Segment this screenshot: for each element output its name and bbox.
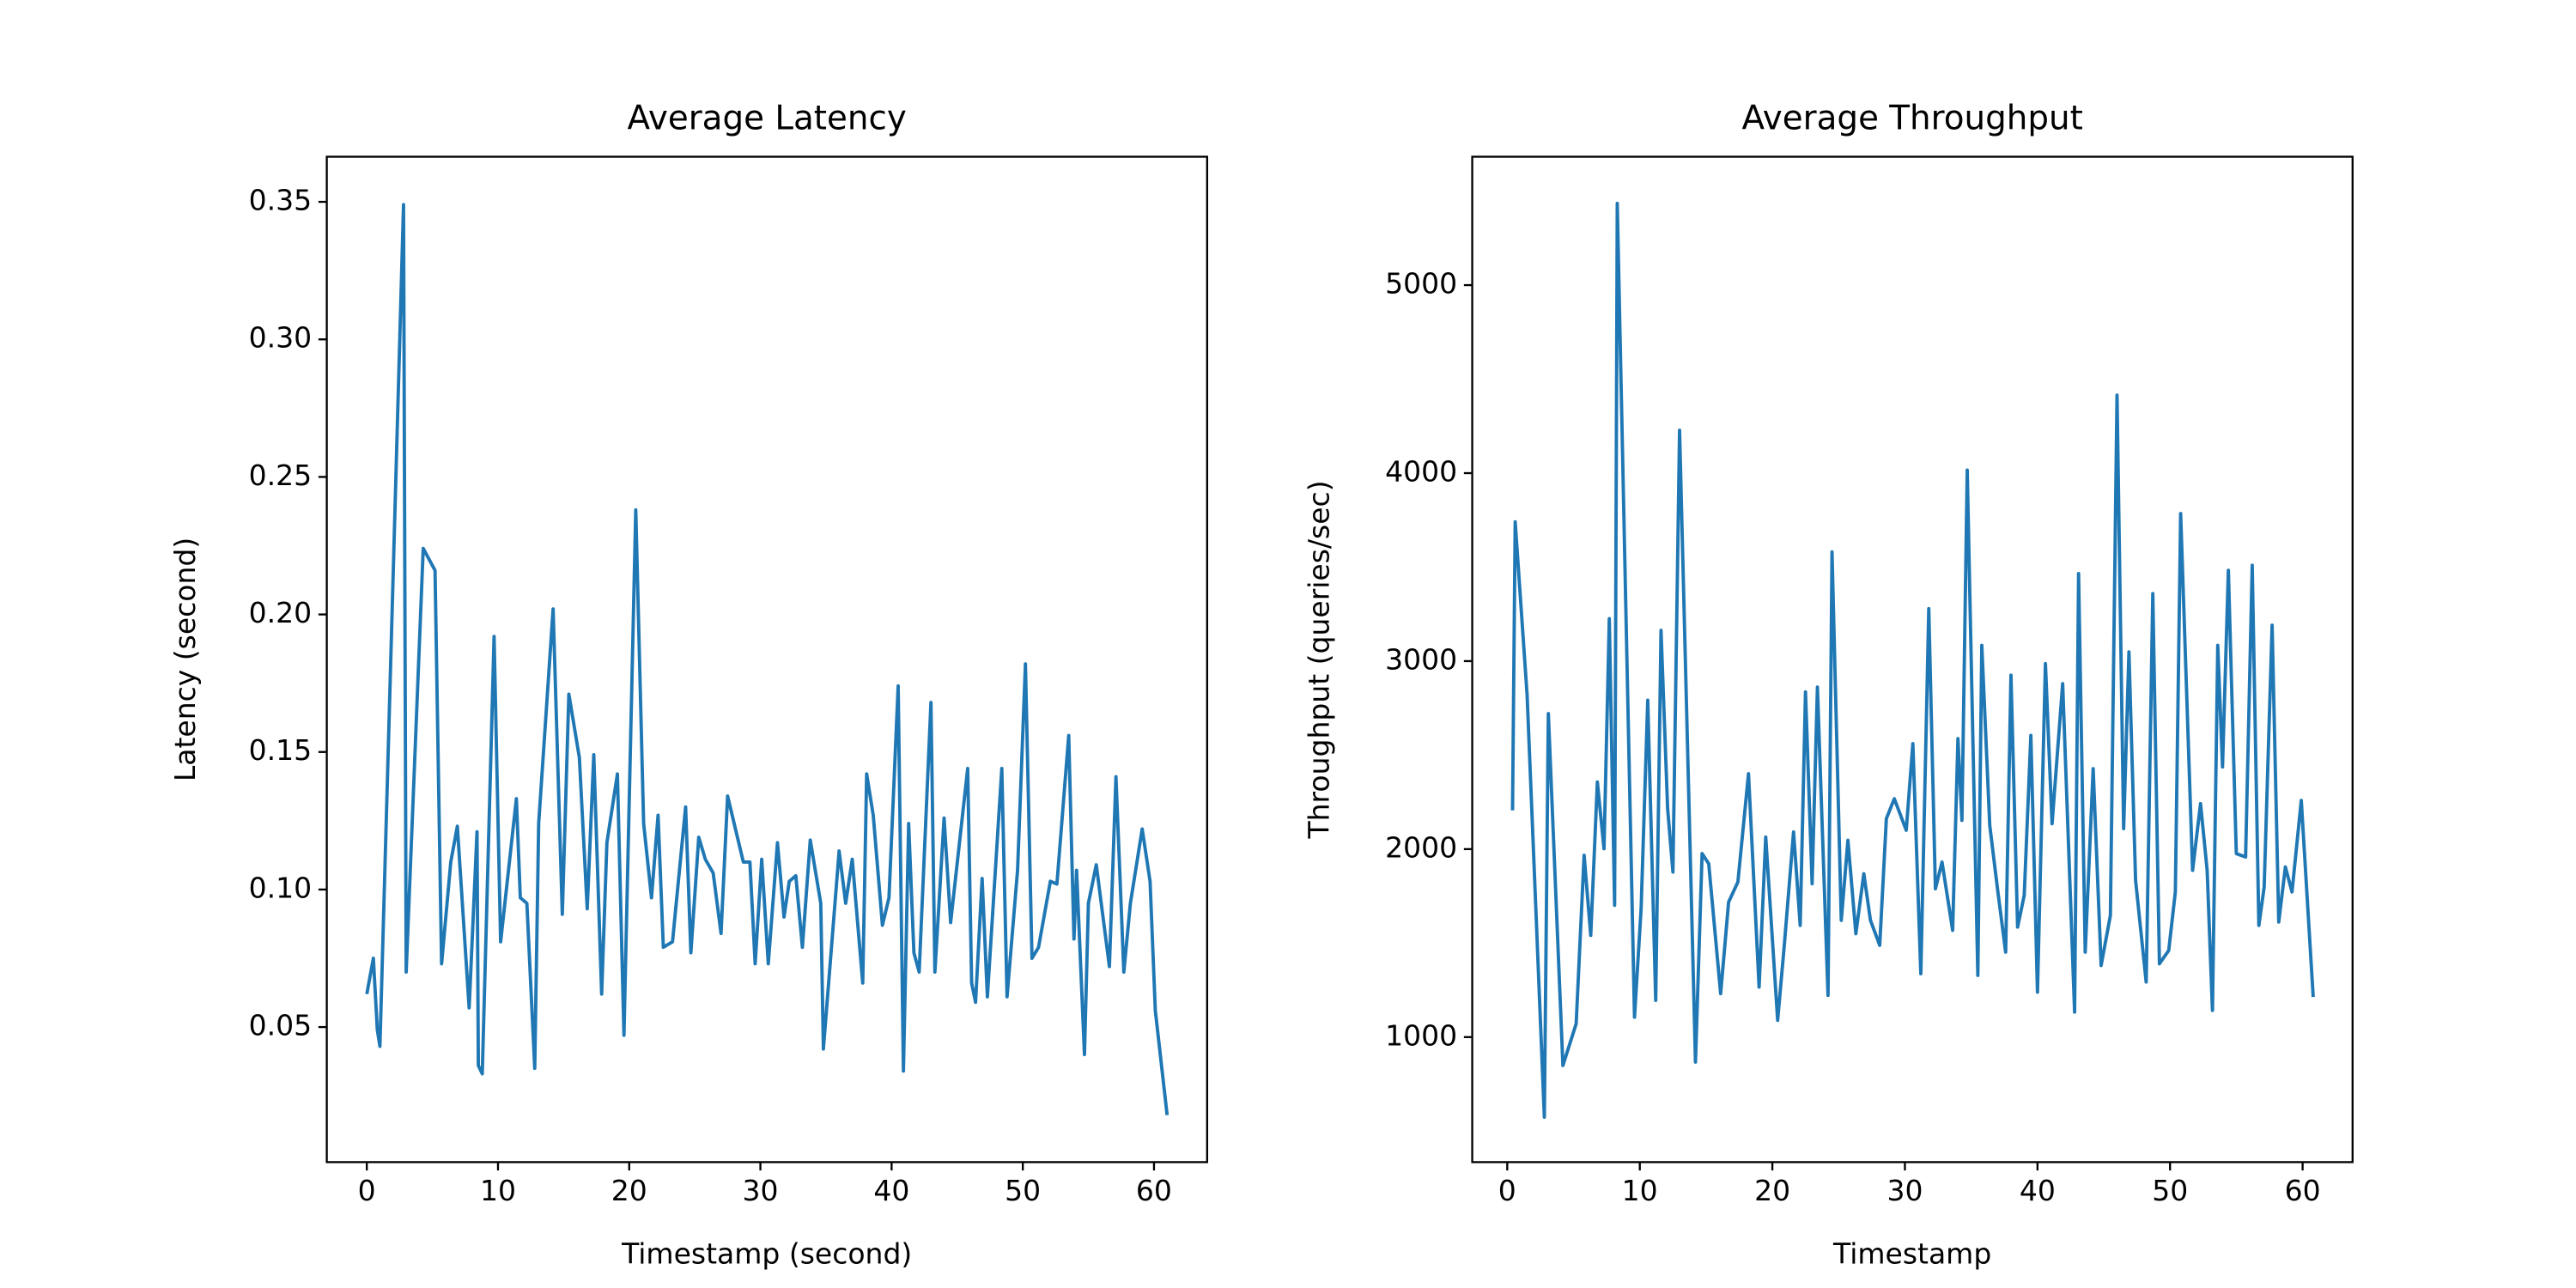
y-tick-label: 0.05 — [249, 1009, 312, 1042]
x-tick-label: 40 — [873, 1174, 909, 1207]
y-tick-label: 4000 — [1385, 454, 1457, 488]
y-tick-label: 0.35 — [249, 184, 312, 217]
axes-frame — [1471, 155, 2354, 1163]
y-tick-label: 0.10 — [249, 871, 312, 904]
data-line — [365, 203, 1170, 1115]
y-axis-label: Latency (second) — [168, 538, 202, 781]
x-tick-label: 30 — [743, 1174, 779, 1207]
y-tick-label: 0.25 — [249, 459, 312, 492]
data-line — [1510, 201, 2315, 1120]
x-tick-label: 10 — [1622, 1174, 1658, 1207]
chart-title: Average Latency — [628, 99, 907, 137]
x-axis-label: Timestamp — [1832, 1237, 1991, 1271]
x-tick-label: 40 — [2020, 1174, 2056, 1207]
y-tick-label: 2000 — [1385, 830, 1457, 864]
x-tick-label: 20 — [611, 1174, 647, 1207]
x-tick-label: 60 — [1136, 1174, 1172, 1207]
x-tick-label: 50 — [1005, 1174, 1041, 1207]
y-tick-label: 3000 — [1385, 642, 1457, 676]
x-tick-label: 60 — [2285, 1174, 2321, 1207]
y-tick-label: 0.15 — [249, 733, 312, 767]
x-axis-label: Timestamp (second) — [621, 1237, 912, 1271]
y-tick-label: 1000 — [1385, 1018, 1457, 1052]
y-tick-label: 0.30 — [249, 321, 312, 355]
y-tick-label: 0.20 — [249, 596, 312, 629]
axes-frame — [325, 155, 1208, 1163]
x-tick-label: 10 — [480, 1174, 516, 1207]
chart-title: Average Throughput — [1742, 99, 2083, 137]
x-tick-label: 50 — [2152, 1174, 2188, 1207]
x-tick-label: 20 — [1754, 1174, 1790, 1207]
x-tick-label: 0 — [1498, 1174, 1516, 1207]
y-tick-label: 5000 — [1385, 267, 1457, 301]
y-axis-label: Throughput (queries/sec) — [1302, 480, 1335, 839]
x-tick-label: 30 — [1886, 1174, 1923, 1207]
x-tick-label: 0 — [358, 1174, 376, 1207]
